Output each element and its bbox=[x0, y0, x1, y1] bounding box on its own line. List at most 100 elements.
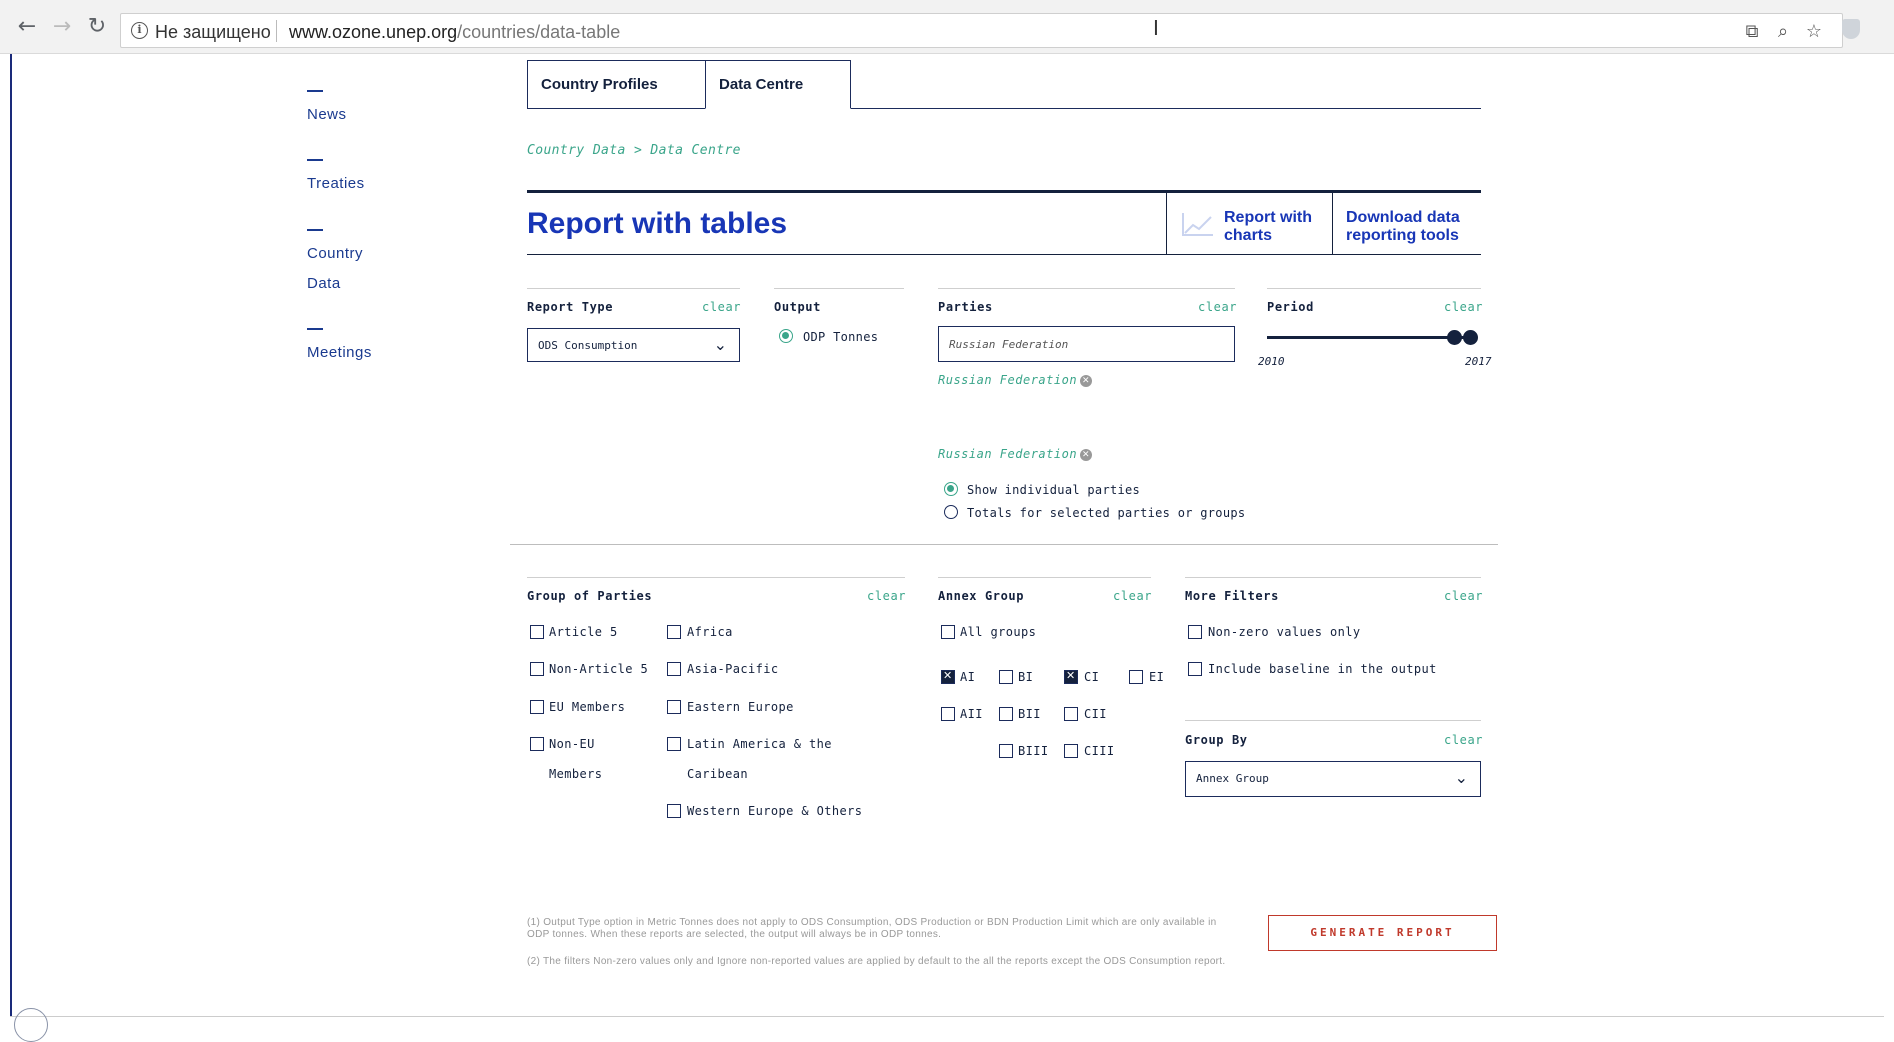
report-with-charts-label: Report with charts bbox=[1224, 209, 1312, 244]
period-start-handle[interactable] bbox=[1446, 330, 1462, 345]
info-icon[interactable]: i bbox=[131, 22, 148, 39]
asia-pacific-label: Asia-Pacific bbox=[687, 662, 779, 676]
latin-america-label: Latin America & the Caribean bbox=[687, 737, 832, 781]
more-filters-label: More Filters bbox=[1185, 589, 1279, 603]
all-groups-checkbox[interactable] bbox=[941, 625, 955, 639]
download-tools-label: Download data reporting tools bbox=[1346, 209, 1460, 244]
footnote-2: (2) The filters Non-zero values only and… bbox=[527, 956, 1226, 967]
show-individual-label: Show individual parties bbox=[967, 483, 1141, 497]
group-of-parties-rule bbox=[527, 577, 905, 578]
url-text[interactable]: www.ozone.unep.org/countries/data-table bbox=[289, 22, 621, 42]
zoom-icon[interactable]: ⌕ bbox=[1777, 21, 1789, 42]
reload-icon[interactable]: ↻ bbox=[87, 14, 107, 39]
annex-cii-checkbox[interactable] bbox=[1064, 707, 1078, 721]
eu-members-label: EU Members bbox=[549, 700, 626, 714]
section-divider bbox=[510, 544, 1498, 545]
show-individual-radio[interactable] bbox=[944, 482, 958, 496]
annex-bi-checkbox[interactable] bbox=[999, 670, 1013, 684]
totals-radio[interactable] bbox=[944, 505, 958, 519]
header-top-rule bbox=[527, 190, 1481, 193]
eastern-europe-label: Eastern Europe bbox=[687, 700, 794, 714]
eastern-europe-checkbox[interactable] bbox=[667, 700, 681, 714]
tab-country-profiles[interactable]: Country Profiles bbox=[527, 60, 707, 109]
annex-group-clear-link[interactable]: clear bbox=[1113, 589, 1153, 603]
all-groups-label: All groups bbox=[960, 625, 1037, 639]
period-clear-link[interactable]: clear bbox=[1444, 300, 1484, 314]
group-by-clear-link[interactable]: clear bbox=[1444, 733, 1484, 747]
parties-input[interactable]: Russian Federation bbox=[938, 326, 1235, 362]
generate-report-button[interactable]: GENERATE REPORT bbox=[1268, 915, 1497, 951]
parties-clear-link[interactable]: clear bbox=[1198, 300, 1238, 314]
latin-america-checkbox[interactable] bbox=[667, 737, 681, 751]
annex-ciii-checkbox[interactable] bbox=[1064, 744, 1078, 758]
star-icon[interactable]: ☆ bbox=[1805, 21, 1823, 42]
header-bottom-rule bbox=[527, 254, 1481, 255]
annex-ciii-label: CIII bbox=[1084, 744, 1115, 758]
download-tools-link[interactable]: Download data reporting tools bbox=[1332, 193, 1481, 255]
nav-dash bbox=[307, 328, 323, 330]
non-eu-members-label: Non-EU Members bbox=[549, 737, 603, 781]
report-with-charts-link[interactable]: Report with charts bbox=[1166, 193, 1333, 255]
remove-tag-icon[interactable]: ✕ bbox=[1080, 448, 1093, 461]
tab-data-centre[interactable]: Data Centre bbox=[705, 60, 851, 109]
nonzero-checkbox[interactable] bbox=[1188, 625, 1202, 639]
output-label: Output bbox=[774, 300, 821, 314]
nav-dash bbox=[307, 159, 323, 161]
output-rule bbox=[774, 288, 904, 289]
translate-icon[interactable]: ⧉ bbox=[1745, 21, 1759, 42]
address-bar[interactable]: i Не защищено www.ozone.unep.org/countri… bbox=[120, 13, 1843, 48]
chevron-down-icon: ⌄ bbox=[1454, 768, 1468, 787]
chevron-down-icon: ⌄ bbox=[713, 335, 727, 354]
sidenav-item-news[interactable]: News bbox=[307, 90, 427, 130]
report-type-select[interactable]: ODS Consumption ⌄ bbox=[527, 328, 740, 362]
remove-tag-icon[interactable]: ✕ bbox=[1080, 374, 1093, 387]
period-label: Period bbox=[1267, 300, 1314, 314]
group-of-parties-clear-link[interactable]: clear bbox=[867, 589, 907, 603]
annex-ci-checkbox[interactable] bbox=[1064, 669, 1078, 684]
report-type-clear-link[interactable]: clear bbox=[702, 300, 742, 314]
annex-ei-checkbox[interactable] bbox=[1129, 670, 1143, 684]
western-europe-checkbox[interactable] bbox=[667, 804, 681, 818]
extension-shield-icon[interactable] bbox=[1842, 19, 1860, 39]
period-min-label: 2010 bbox=[1258, 355, 1285, 368]
report-type-value: ODS Consumption bbox=[538, 339, 638, 352]
group-by-select[interactable]: Annex Group ⌄ bbox=[1185, 761, 1481, 797]
eu-members-checkbox[interactable] bbox=[530, 700, 544, 714]
annex-biii-label: BIII bbox=[1018, 744, 1049, 758]
period-end-handle[interactable] bbox=[1462, 330, 1478, 345]
non-article-5-checkbox[interactable] bbox=[530, 662, 544, 676]
annex-aii-checkbox[interactable] bbox=[941, 707, 955, 721]
annex-ai-checkbox[interactable] bbox=[941, 669, 955, 684]
annex-bii-checkbox[interactable] bbox=[999, 707, 1013, 721]
back-icon[interactable]: ← bbox=[17, 14, 37, 39]
annex-biii-checkbox[interactable] bbox=[999, 744, 1013, 758]
party-tag[interactable]: Russian Federation ✕ bbox=[938, 447, 1093, 461]
non-article-5-label: Non-Article 5 bbox=[549, 662, 649, 676]
baseline-label: Include baseline in the output bbox=[1208, 662, 1437, 676]
odp-tonnes-radio[interactable] bbox=[779, 329, 793, 343]
article-5-label: Article 5 bbox=[549, 625, 618, 639]
page-frame bbox=[10, 54, 1884, 1016]
report-type-label: Report Type bbox=[527, 300, 614, 314]
africa-checkbox[interactable] bbox=[667, 625, 681, 639]
tabs-baseline bbox=[527, 108, 1481, 109]
sidenav-item-country-data[interactable]: Country Data bbox=[307, 229, 387, 299]
asia-pacific-checkbox[interactable] bbox=[667, 662, 681, 676]
browser-toolbar: ← → ↻ i Не защищено www.ozone.unep.org/c… bbox=[0, 0, 1894, 54]
period-slider-track[interactable] bbox=[1267, 336, 1477, 339]
africa-label: Africa bbox=[687, 625, 733, 639]
sidenav-item-treaties[interactable]: Treaties bbox=[307, 159, 427, 199]
breadcrumb[interactable]: Country Data > Data Centre bbox=[527, 143, 741, 158]
non-eu-members-checkbox[interactable] bbox=[530, 737, 544, 751]
annex-group-rule bbox=[938, 577, 1151, 578]
group-of-parties-label: Group of Parties bbox=[527, 589, 653, 603]
party-tag[interactable]: Russian Federation ✕ bbox=[938, 373, 1093, 387]
article-5-checkbox[interactable] bbox=[530, 625, 544, 639]
annex-cii-label: CII bbox=[1084, 707, 1107, 721]
baseline-checkbox[interactable] bbox=[1188, 662, 1202, 676]
address-separator bbox=[276, 20, 277, 42]
more-filters-clear-link[interactable]: clear bbox=[1444, 589, 1484, 603]
annex-ci-label: CI bbox=[1084, 670, 1100, 684]
sidenav-item-meetings[interactable]: Meetings bbox=[307, 328, 427, 368]
forward-icon[interactable]: → bbox=[52, 14, 72, 39]
